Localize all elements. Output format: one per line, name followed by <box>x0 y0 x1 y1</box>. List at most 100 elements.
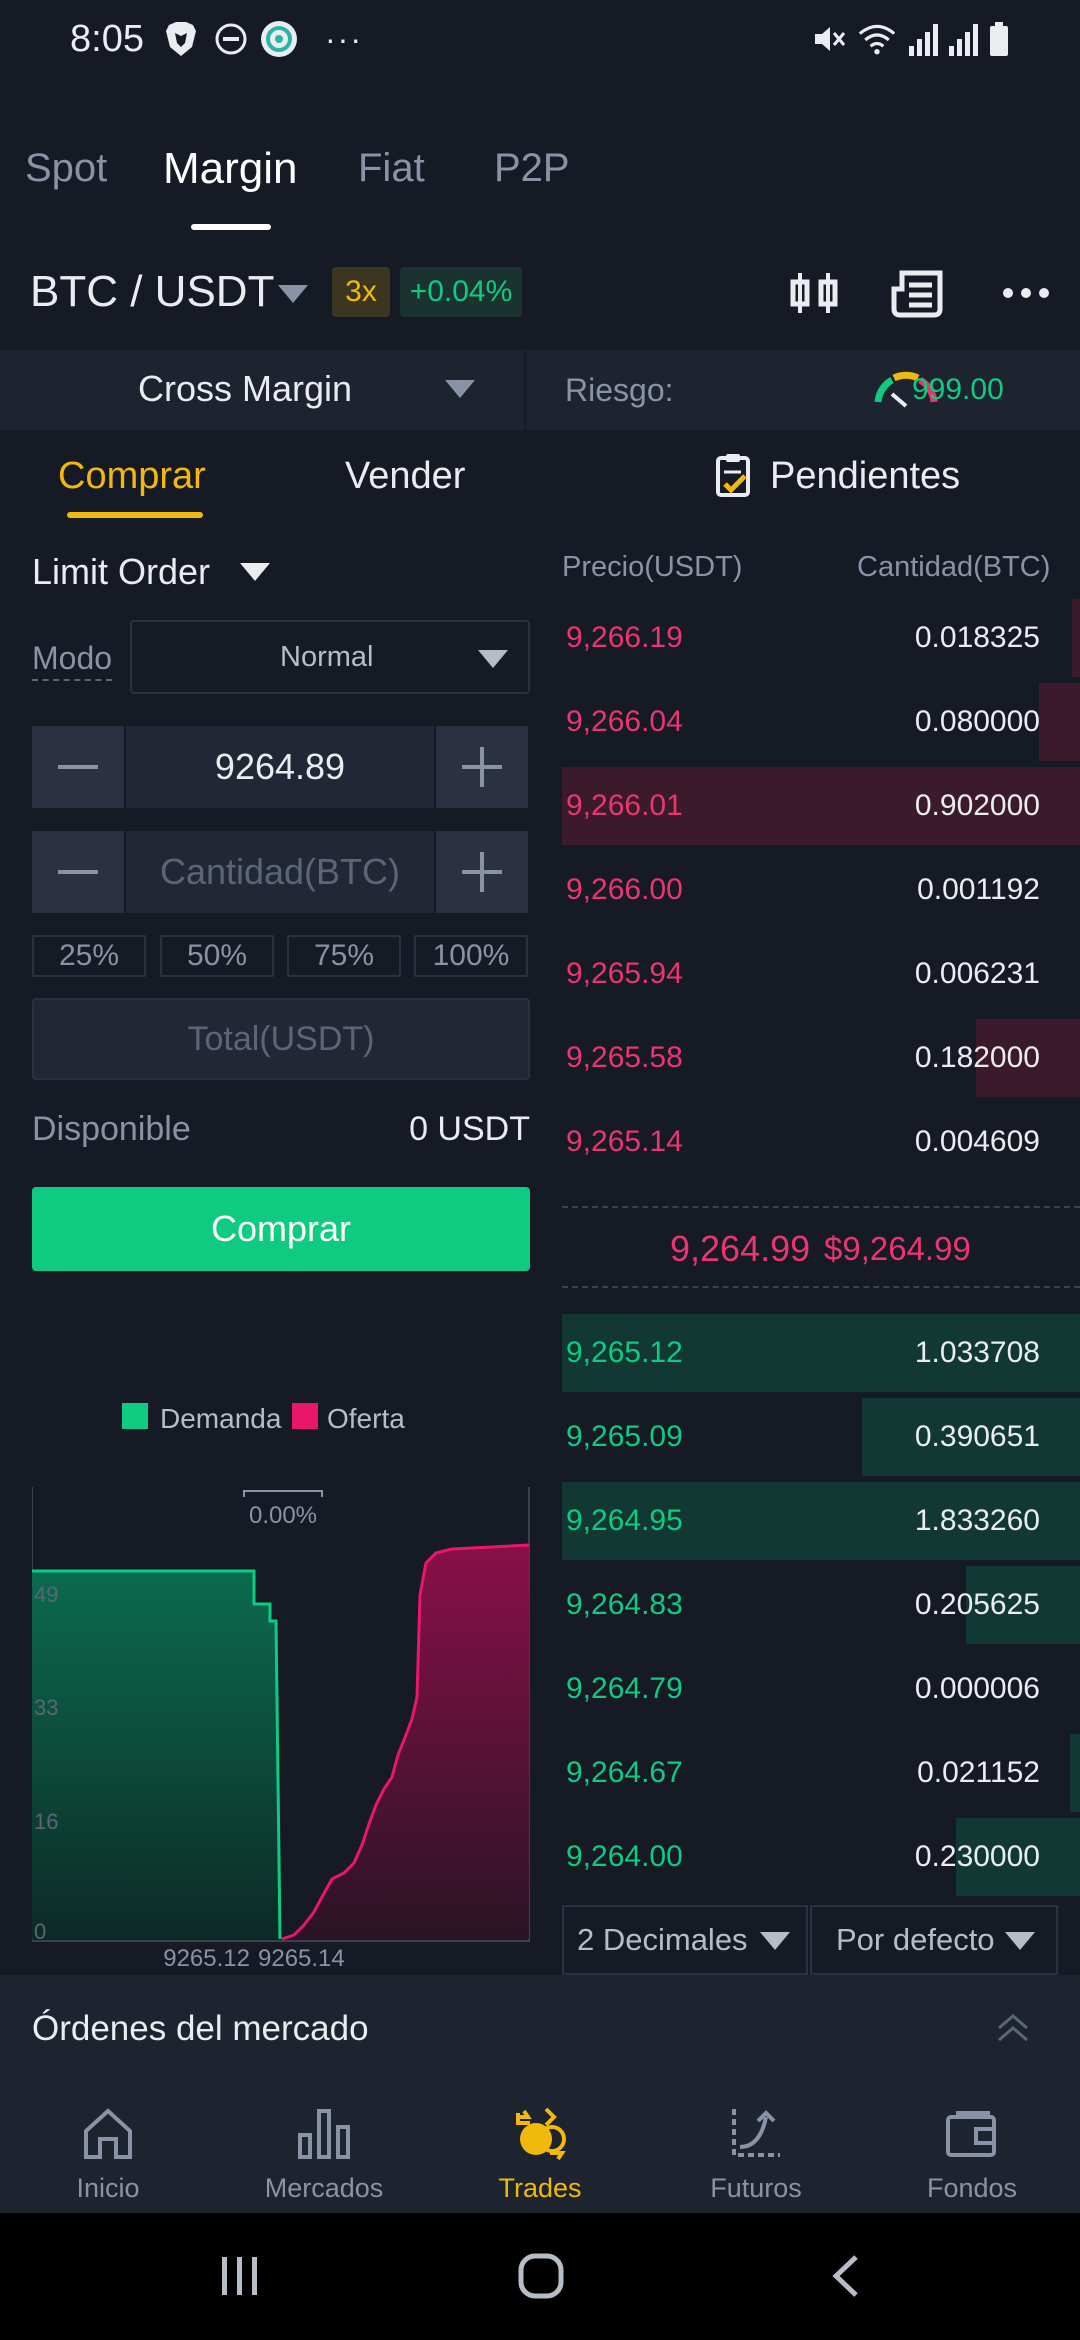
orderbook-view-select[interactable] <box>810 1905 1058 1975</box>
buy-button[interactable]: Comprar <box>32 1187 530 1271</box>
ask-row[interactable]: 9,266.00 0.001192 <box>562 851 1080 929</box>
price-input[interactable]: 9264.89 <box>126 726 434 808</box>
market-orders-bar[interactable] <box>0 1975 1080 2083</box>
caret-down-icon[interactable] <box>240 563 270 581</box>
amount-input[interactable]: Cantidad(BTC) <box>126 831 434 913</box>
price-increase-button[interactable] <box>436 726 528 808</box>
trade-tab-bar <box>0 430 1080 525</box>
orderbook-qty-header: Cantidad(BTC) <box>857 551 1051 583</box>
plus-icon <box>462 747 502 787</box>
orderbook-price-header: Precio(USDT) <box>562 551 743 583</box>
spread-percent: 0.00% <box>249 1502 317 1529</box>
status-time: 8:05 <box>70 18 144 60</box>
dnd-icon <box>212 20 250 58</box>
depth-bar <box>562 767 1080 845</box>
percent-75-button[interactable]: 75% <box>287 935 401 977</box>
tab-sell[interactable]: Vender <box>345 455 466 497</box>
ask-row[interactable]: 9,266.19 0.018325 <box>562 599 1080 677</box>
nav-inicio[interactable]: Inicio <box>0 2083 216 2213</box>
candlestick-chart-icon[interactable] <box>786 265 842 321</box>
spread-bracket <box>243 1490 323 1497</box>
tab-pending-orders[interactable]: Pendientes <box>770 455 961 497</box>
caret-down-icon[interactable] <box>760 1932 790 1950</box>
row-qty: 0.001192 <box>917 873 1040 906</box>
ask-legend-swatch <box>292 1403 318 1429</box>
margin-mode-selector[interactable]: Cross Margin <box>138 368 353 409</box>
risk-gauge-icon <box>872 366 940 414</box>
bid-row[interactable]: 9,264.79 0.000006 <box>562 1650 1080 1728</box>
row-price: 9,266.19 <box>566 621 683 654</box>
caret-down-icon[interactable] <box>478 650 508 668</box>
tab-buy[interactable]: Comprar <box>58 455 206 497</box>
percent-50-button[interactable]: 50% <box>160 935 274 977</box>
tab-fiat[interactable]: Fiat <box>358 146 425 190</box>
nav-futuros[interactable]: Futuros <box>648 2083 864 2213</box>
ask-row[interactable]: 9,265.14 0.004609 <box>562 1103 1080 1181</box>
x-label-bid: 9265.12 <box>163 1945 250 1972</box>
risk-value: 999.00 <box>912 373 1004 406</box>
row-qty: 0.230000 <box>914 1840 1040 1873</box>
caret-down-icon[interactable] <box>278 285 308 303</box>
clipboard-check-icon[interactable] <box>715 452 751 498</box>
recent-apps-icon[interactable] <box>218 2255 262 2297</box>
ask-row[interactable]: 9,265.58 0.182000 <box>562 1019 1080 1097</box>
ask-row[interactable]: 9,266.01 0.902000 <box>562 767 1080 845</box>
amount-increase-button[interactable] <box>436 831 528 913</box>
depth-chart[interactable]: 0.00% 49 33 16 0 9265.12 9265.14 <box>32 1487 530 1974</box>
order-list-icon[interactable] <box>890 265 946 321</box>
total-input[interactable]: Total(USDT) <box>32 998 530 1080</box>
bid-row[interactable]: 9,264.00 0.230000 <box>562 1818 1080 1896</box>
row-qty: 0.006231 <box>914 957 1040 990</box>
tab-spot[interactable]: Spot <box>25 146 108 190</box>
bar-chart-icon <box>298 2109 350 2159</box>
row-price: 9,264.67 <box>566 1756 683 1789</box>
row-qty: 0.390651 <box>914 1420 1040 1453</box>
minus-icon <box>58 765 98 769</box>
caret-down-icon[interactable] <box>445 380 475 398</box>
home-icon <box>84 2108 132 2159</box>
row-price: 9,264.79 <box>566 1672 683 1705</box>
tab-p2p[interactable]: P2P <box>494 146 570 190</box>
ask-row[interactable]: 9,266.04 0.080000 <box>562 683 1080 761</box>
divider <box>562 1286 1080 1288</box>
bid-row[interactable]: 9,264.95 1.833260 <box>562 1482 1080 1560</box>
bid-row[interactable]: 9,264.67 0.021152 <box>562 1734 1080 1812</box>
more-options-icon[interactable] <box>998 265 1054 321</box>
chevron-double-up-icon[interactable] <box>995 2010 1031 2046</box>
pair-selector[interactable]: BTC / USDT <box>30 267 275 316</box>
home-button-icon[interactable] <box>518 2253 564 2299</box>
row-price: 9,265.12 <box>566 1336 683 1369</box>
mode-label[interactable]: Modo <box>32 640 113 681</box>
brave-icon <box>162 20 200 58</box>
nav-label: Mercados <box>264 2173 384 2203</box>
depth-bar <box>955 1818 1080 1896</box>
last-price-usd: $9,264.99 <box>824 1230 971 1267</box>
order-type-selector[interactable]: Limit Order <box>32 551 211 592</box>
decimals-select[interactable] <box>562 1905 808 1975</box>
caret-down-icon[interactable] <box>1005 1932 1035 1950</box>
bid-row[interactable]: 9,265.09 0.390651 <box>562 1398 1080 1476</box>
bid-row[interactable]: 9,265.12 1.033708 <box>562 1314 1080 1392</box>
back-icon[interactable] <box>828 2253 862 2299</box>
percent-100-button[interactable]: 100% <box>414 935 528 977</box>
depth-bar <box>1069 1734 1080 1812</box>
mode-select[interactable] <box>130 620 530 694</box>
ask-row[interactable]: 9,265.94 0.006231 <box>562 935 1080 1013</box>
ask-depth-area <box>282 1545 529 1939</box>
nav-fondos[interactable]: Fondos <box>864 2083 1080 2213</box>
futures-icon <box>732 2109 780 2157</box>
last-price[interactable]: 9,264.99 <box>670 1228 811 1269</box>
tab-margin[interactable]: Margin <box>163 144 298 193</box>
row-qty: 0.902000 <box>914 789 1040 822</box>
bid-row[interactable]: 9,264.83 0.205625 <box>562 1566 1080 1644</box>
amount-decrease-button[interactable] <box>32 831 124 913</box>
price-decrease-button[interactable] <box>32 726 124 808</box>
row-qty: 0.000006 <box>914 1672 1040 1705</box>
depth-bar <box>862 1398 1080 1476</box>
decimals-value: 2 Decimales <box>577 1922 748 1957</box>
percent-25-button[interactable]: 25% <box>32 935 146 977</box>
row-price: 9,265.58 <box>566 1041 683 1074</box>
nav-trades[interactable]: Trades <box>432 2083 648 2213</box>
nav-mercados[interactable]: Mercados <box>216 2083 432 2213</box>
depth-bar <box>1038 683 1080 761</box>
